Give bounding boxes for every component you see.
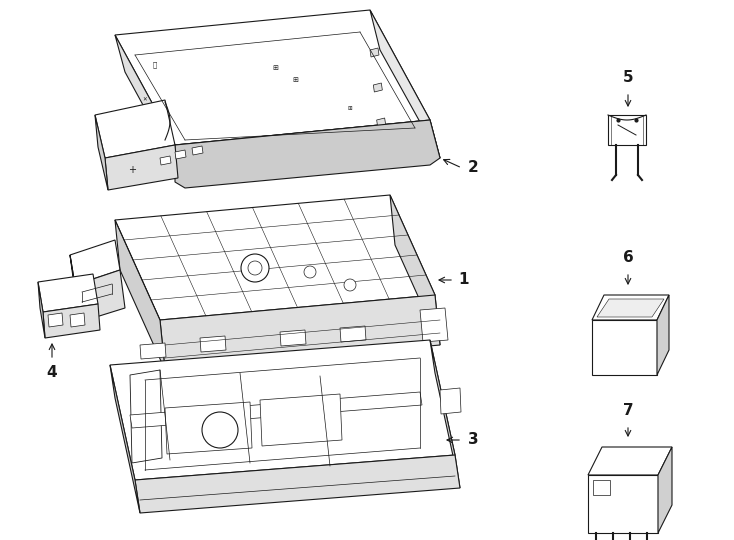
Polygon shape	[130, 392, 422, 428]
Text: 7: 7	[622, 403, 633, 418]
Polygon shape	[658, 447, 672, 533]
Polygon shape	[70, 240, 120, 285]
Polygon shape	[95, 100, 175, 158]
Polygon shape	[374, 83, 382, 92]
Polygon shape	[115, 195, 435, 320]
Polygon shape	[110, 340, 455, 480]
Polygon shape	[160, 295, 440, 370]
Polygon shape	[165, 402, 252, 454]
Polygon shape	[592, 320, 657, 375]
Circle shape	[202, 412, 238, 448]
Polygon shape	[43, 304, 100, 338]
Polygon shape	[115, 220, 165, 370]
Polygon shape	[135, 455, 460, 513]
Polygon shape	[70, 313, 85, 327]
Polygon shape	[105, 145, 178, 190]
Polygon shape	[340, 326, 366, 342]
Polygon shape	[200, 336, 226, 352]
Text: 2: 2	[468, 160, 479, 176]
Polygon shape	[115, 35, 185, 182]
Polygon shape	[440, 388, 461, 414]
Polygon shape	[95, 115, 108, 190]
Polygon shape	[260, 394, 342, 446]
Polygon shape	[175, 120, 440, 182]
Circle shape	[344, 279, 356, 291]
Polygon shape	[140, 343, 166, 359]
Text: ⊞: ⊞	[272, 65, 278, 71]
Text: ✕: ✕	[142, 98, 148, 103]
Polygon shape	[175, 120, 440, 188]
Text: 5: 5	[622, 70, 633, 85]
Circle shape	[248, 261, 262, 275]
Polygon shape	[377, 118, 385, 127]
Polygon shape	[588, 447, 672, 475]
Polygon shape	[48, 313, 63, 327]
Circle shape	[241, 254, 269, 282]
Text: 4: 4	[47, 365, 57, 380]
Text: ⊞: ⊞	[348, 105, 352, 111]
Polygon shape	[38, 282, 45, 338]
Circle shape	[304, 266, 316, 278]
Polygon shape	[420, 308, 448, 342]
Text: 1: 1	[458, 273, 468, 287]
Polygon shape	[390, 195, 440, 345]
Text: ⊞: ⊞	[292, 77, 298, 83]
Polygon shape	[175, 150, 186, 159]
Text: ᗙ: ᗙ	[153, 62, 157, 68]
Text: 6: 6	[622, 250, 633, 265]
Polygon shape	[597, 299, 664, 317]
Polygon shape	[280, 330, 306, 346]
Polygon shape	[115, 10, 430, 145]
Polygon shape	[110, 365, 140, 513]
Polygon shape	[593, 480, 610, 495]
Text: +: +	[128, 165, 136, 175]
Polygon shape	[430, 340, 460, 488]
Polygon shape	[130, 370, 162, 463]
Polygon shape	[608, 115, 646, 145]
Polygon shape	[70, 255, 80, 322]
Polygon shape	[592, 295, 669, 320]
Polygon shape	[38, 274, 98, 312]
Polygon shape	[657, 295, 669, 375]
Polygon shape	[370, 48, 379, 57]
Polygon shape	[192, 146, 203, 155]
Polygon shape	[588, 475, 658, 533]
Polygon shape	[75, 270, 125, 322]
Text: 3: 3	[468, 433, 479, 448]
Polygon shape	[370, 10, 440, 158]
Polygon shape	[160, 156, 171, 165]
